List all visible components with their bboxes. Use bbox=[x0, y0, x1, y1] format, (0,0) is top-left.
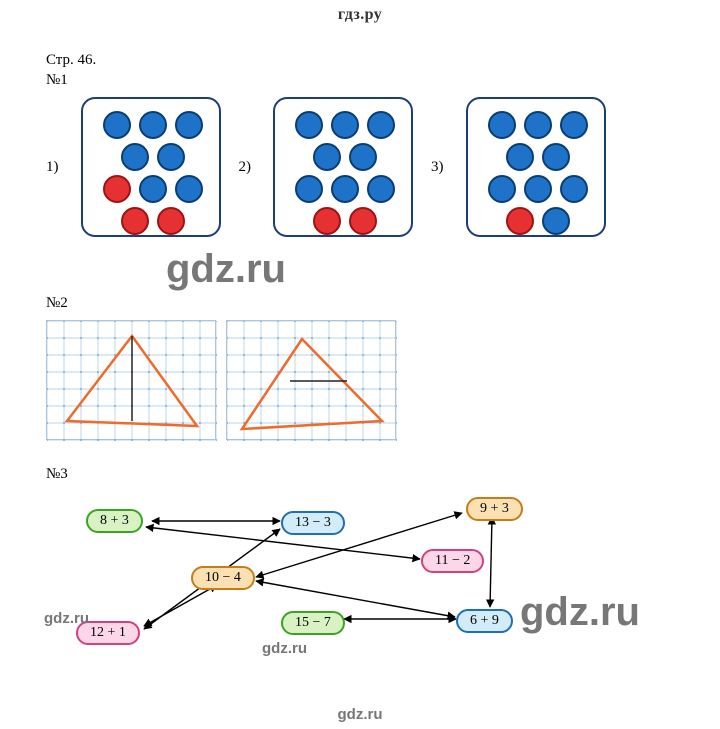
dot bbox=[349, 207, 377, 235]
dot bbox=[506, 143, 534, 171]
triangle-panel bbox=[226, 320, 396, 440]
dot bbox=[331, 175, 359, 203]
dot bbox=[367, 175, 395, 203]
dot bbox=[175, 111, 203, 139]
dot bbox=[524, 175, 552, 203]
task2-row bbox=[46, 320, 674, 440]
graph-node: 8 + 3 bbox=[86, 509, 143, 533]
dot-card bbox=[273, 97, 413, 237]
watermark-footer: gdz.ru bbox=[0, 706, 720, 723]
dot bbox=[157, 207, 185, 235]
dot-card bbox=[81, 97, 221, 237]
watermark: gdz.ru bbox=[520, 590, 640, 635]
dot bbox=[560, 111, 588, 139]
dot bbox=[506, 207, 534, 235]
dot bbox=[157, 143, 185, 171]
triangle-panel bbox=[46, 320, 216, 440]
dot bbox=[139, 175, 167, 203]
dot bbox=[121, 207, 149, 235]
dot bbox=[331, 111, 359, 139]
item1-label: 1) bbox=[46, 159, 59, 176]
dot bbox=[560, 175, 588, 203]
task2-label: №2 bbox=[46, 295, 674, 312]
watermark: gdz.ru bbox=[262, 640, 307, 657]
watermark: gdz.ru bbox=[166, 247, 286, 292]
dot bbox=[139, 111, 167, 139]
dot bbox=[313, 207, 341, 235]
dot bbox=[103, 175, 131, 203]
task1-row: 1) 2) 3) bbox=[46, 97, 674, 237]
item3-label: 3) bbox=[431, 159, 444, 176]
graph-node: 13 − 3 bbox=[281, 511, 345, 535]
dot bbox=[295, 111, 323, 139]
dot bbox=[175, 175, 203, 203]
page-header: гдз.ру bbox=[0, 0, 720, 24]
graph-node: 6 + 9 bbox=[456, 609, 513, 633]
dot bbox=[349, 143, 377, 171]
dot-card bbox=[466, 97, 606, 237]
graph-node: 10 − 4 bbox=[191, 566, 255, 590]
graph-node: 11 − 2 bbox=[421, 549, 484, 573]
dot bbox=[367, 111, 395, 139]
graph-node: 15 − 7 bbox=[281, 611, 345, 635]
item2-label: 2) bbox=[239, 159, 252, 176]
dot bbox=[103, 111, 131, 139]
dot bbox=[313, 143, 341, 171]
dot bbox=[488, 111, 516, 139]
dot bbox=[524, 111, 552, 139]
dot bbox=[542, 207, 570, 235]
task1-label: №1 bbox=[46, 72, 674, 89]
watermark: gdz.ru bbox=[44, 610, 89, 627]
dot bbox=[295, 175, 323, 203]
graph-area: 8 + 313 − 39 + 310 − 411 − 212 + 115 − 7… bbox=[46, 491, 666, 661]
dot bbox=[121, 143, 149, 171]
graph-node: 9 + 3 bbox=[466, 497, 523, 521]
page-title: Стр. 46. bbox=[46, 52, 674, 69]
dot bbox=[488, 175, 516, 203]
content: Стр. 46. №1 1) 2) 3) gdz.ru №2 №3 8 + 3 1… bbox=[0, 24, 720, 661]
task3-label: №3 bbox=[46, 466, 674, 483]
dot bbox=[542, 143, 570, 171]
